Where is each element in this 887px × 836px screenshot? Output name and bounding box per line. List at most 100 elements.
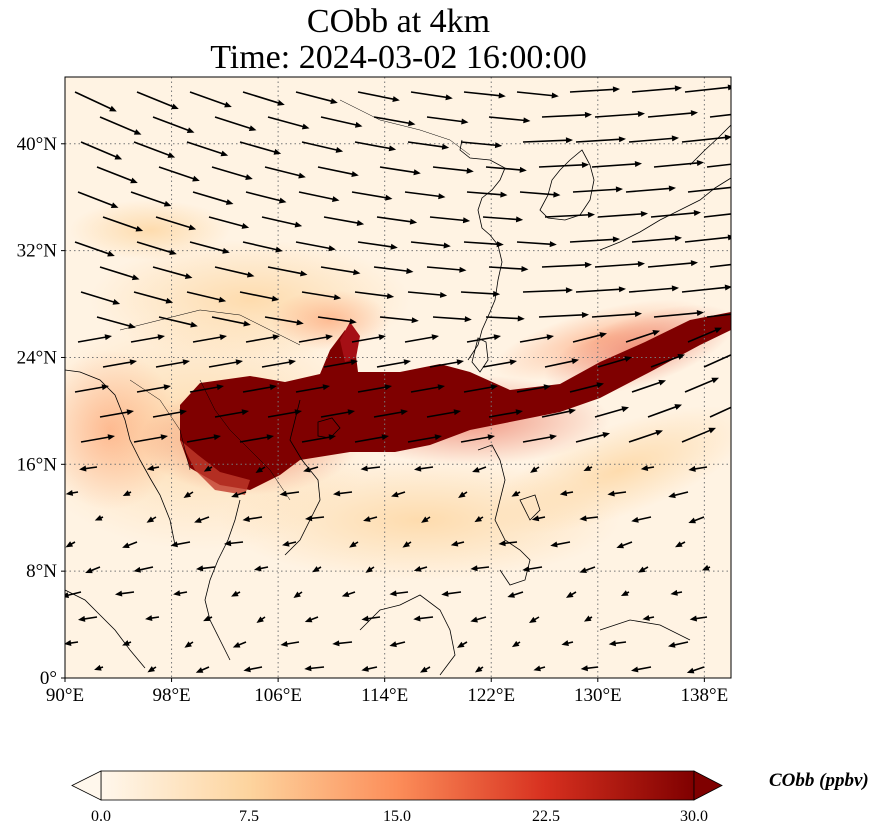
wind-arrow	[136, 91, 179, 110]
wind-arrow	[158, 316, 198, 328]
wind-arrow	[559, 490, 574, 497]
wind-arrow	[214, 266, 255, 278]
wind-arrow	[407, 291, 448, 298]
wind-arrow	[579, 515, 599, 522]
wind-arrow	[583, 615, 593, 622]
wind-arrow	[155, 216, 197, 231]
wind-arrow	[631, 379, 666, 393]
lon-tick-label: 114°E	[361, 685, 408, 706]
wind-arrow	[77, 615, 98, 622]
wind-arrow	[541, 261, 592, 268]
wind-arrow	[625, 330, 660, 343]
wind-arrow	[684, 377, 719, 393]
wind-arrow	[99, 409, 134, 418]
wind-arrow	[681, 134, 731, 143]
wind-arrow	[189, 91, 232, 108]
wind-arrow	[516, 241, 557, 248]
wind-arrow	[354, 291, 395, 300]
wind-arrow	[152, 116, 195, 133]
wind-arrow	[194, 516, 210, 523]
wind-arrow	[511, 490, 521, 497]
wind-arrow	[410, 91, 453, 101]
wind-arrow	[474, 515, 484, 523]
wind-arrow	[349, 541, 359, 548]
wind-arrow	[460, 434, 495, 443]
wind-arrow	[77, 334, 112, 343]
wind-arrow	[361, 615, 381, 622]
wind-arrow	[279, 490, 300, 497]
wind-arrow	[470, 616, 487, 623]
wind-arrow	[407, 434, 442, 443]
wind-arrow	[351, 191, 393, 201]
wind-arrow	[594, 406, 629, 418]
colorbar-title: CObb (ppbv)	[769, 770, 869, 791]
wind-arrow	[470, 565, 490, 572]
wind-arrow	[522, 287, 573, 294]
map-frame	[64, 76, 732, 679]
wind-arrow	[208, 359, 243, 368]
wind-arrow	[293, 591, 303, 598]
wind-arrow	[516, 91, 559, 99]
wind-arrow	[432, 316, 472, 323]
wind-arrow	[74, 91, 117, 112]
wind-arrow	[628, 429, 663, 443]
wind-arrow	[432, 166, 474, 174]
wind-arrow	[379, 316, 419, 324]
wind-arrow	[647, 110, 698, 118]
wind-arrow	[591, 161, 642, 168]
wind-arrow	[376, 359, 411, 368]
wind-arrow	[231, 590, 241, 597]
wind-arrow	[186, 434, 221, 443]
wind-arrow	[631, 516, 652, 523]
wind-arrow	[485, 166, 527, 173]
wind-arrow	[628, 285, 679, 293]
wind-arrow	[463, 384, 498, 393]
wind-arrow	[591, 311, 642, 318]
wind-arrow	[365, 566, 375, 573]
wind-arrow	[538, 161, 589, 168]
wind-arrow	[684, 84, 731, 93]
wind-arrow	[295, 384, 330, 393]
wind-arrow	[426, 116, 469, 125]
wind-arrow	[688, 465, 708, 472]
wind-arrow	[653, 159, 704, 168]
wind-arrow	[460, 141, 503, 149]
wind-arrow	[231, 491, 247, 498]
wind-arrow	[323, 359, 358, 368]
wind-arrow	[522, 434, 557, 443]
wind-arrow	[391, 491, 406, 498]
wind-arrow	[74, 241, 115, 257]
colorbar-tick-label: 15.0	[383, 808, 411, 825]
wind-arrow	[689, 615, 708, 622]
wind-arrow	[642, 614, 655, 621]
wind-arrow	[531, 515, 546, 522]
wind-arrow	[341, 591, 356, 598]
wind-arrow	[686, 666, 705, 674]
wind-arrow	[65, 591, 82, 599]
wind-arrow	[681, 284, 731, 293]
wind-arrow	[189, 241, 230, 254]
wind-arrow	[214, 116, 257, 132]
wind-arrow	[544, 211, 595, 218]
wind-arrow	[203, 465, 213, 472]
lon-tick-label: 106°E	[254, 685, 302, 706]
wind-arrow	[96, 316, 136, 329]
colorbar-tick-label: 7.5	[239, 808, 259, 825]
wind-arrow	[544, 358, 579, 368]
wind-arrow	[594, 260, 645, 268]
wind-arrow	[402, 541, 412, 548]
wind-arrow	[304, 665, 325, 672]
wind-arrow	[102, 359, 137, 368]
colorbar-tick-label: 22.5	[532, 808, 560, 825]
wind-arrow	[133, 566, 154, 573]
wind-arrow	[312, 566, 322, 573]
wind-arrow	[146, 465, 160, 471]
wind-arrow	[379, 166, 421, 176]
wind-arrow	[232, 641, 247, 648]
lat-tick-label: 24°N	[17, 347, 58, 368]
wind-arrow	[130, 334, 165, 343]
colorbar-tick-label: 30.0	[680, 808, 708, 825]
wind-arrow	[264, 166, 306, 179]
lon-tick-label: 90°E	[46, 685, 84, 706]
wind-arrow	[684, 234, 731, 243]
